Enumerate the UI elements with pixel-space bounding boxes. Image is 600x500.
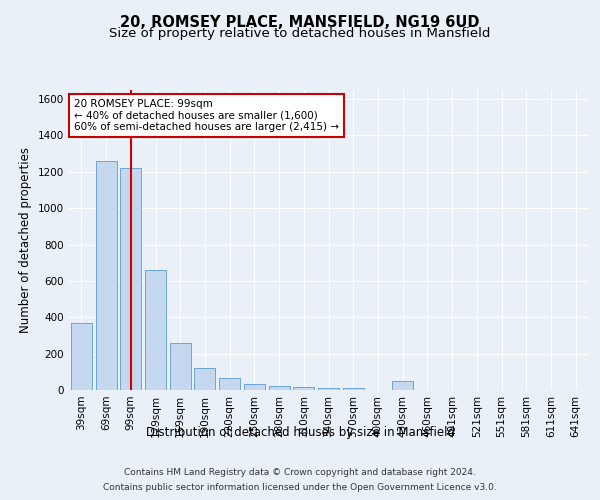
- Text: 20 ROMSEY PLACE: 99sqm
← 40% of detached houses are smaller (1,600)
60% of semi-: 20 ROMSEY PLACE: 99sqm ← 40% of detached…: [74, 99, 339, 132]
- Bar: [244, 384, 265, 390]
- Text: 20, ROMSEY PLACE, MANSFIELD, NG19 6UD: 20, ROMSEY PLACE, MANSFIELD, NG19 6UD: [120, 15, 480, 30]
- Text: Size of property relative to detached houses in Mansfield: Size of property relative to detached ho…: [109, 28, 491, 40]
- Bar: [318, 388, 339, 390]
- Y-axis label: Number of detached properties: Number of detached properties: [19, 147, 32, 333]
- Bar: [170, 342, 191, 390]
- Bar: [219, 378, 240, 390]
- Bar: [71, 322, 92, 390]
- Bar: [194, 368, 215, 390]
- Bar: [392, 381, 413, 390]
- Bar: [95, 161, 116, 390]
- Bar: [269, 386, 290, 390]
- Text: Contains HM Land Registry data © Crown copyright and database right 2024.: Contains HM Land Registry data © Crown c…: [124, 468, 476, 477]
- Bar: [145, 270, 166, 390]
- Text: Contains public sector information licensed under the Open Government Licence v3: Contains public sector information licen…: [103, 483, 497, 492]
- Bar: [120, 168, 141, 390]
- Bar: [343, 388, 364, 390]
- Bar: [293, 388, 314, 390]
- Text: Distribution of detached houses by size in Mansfield: Distribution of detached houses by size …: [146, 426, 455, 439]
